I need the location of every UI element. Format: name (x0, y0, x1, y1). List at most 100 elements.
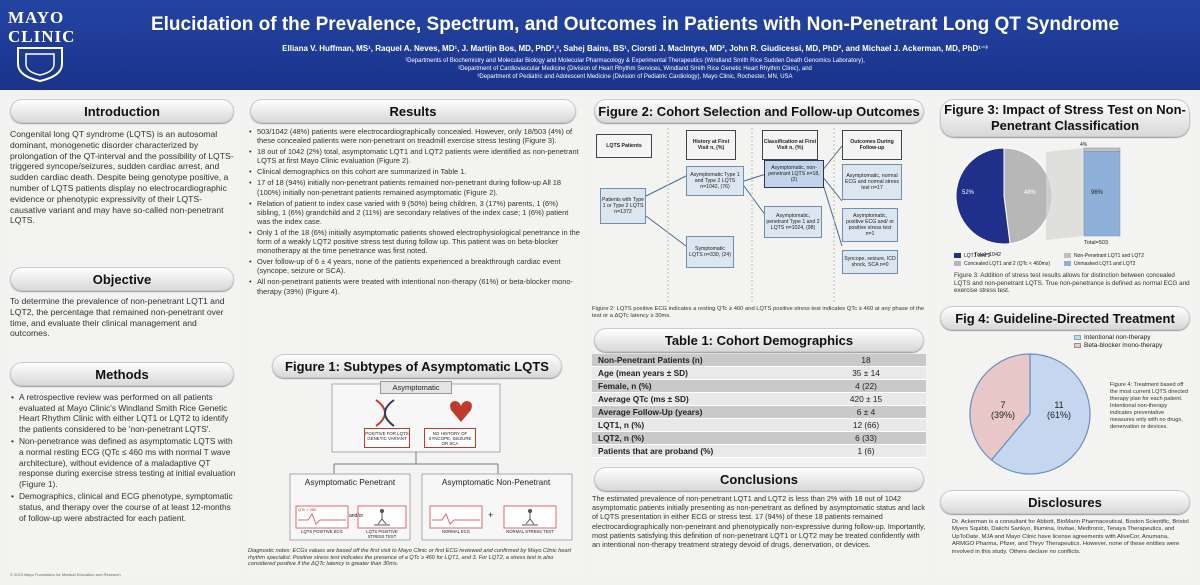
lqts-ecg-label: LQTS POSITIVE ECG (301, 529, 343, 534)
results-item: Over follow-up of 6 ± 4 years, none of t… (248, 257, 580, 275)
treadmill-icon (522, 509, 538, 526)
gene-variant-label: POSITIVE FOR LQTS GENETIC VARIANT (364, 428, 410, 448)
table-row: Patients that are proband (%) 1 (6) (592, 444, 926, 458)
table-label: Female, n (%) (592, 379, 806, 393)
fig4-slice-b: 11 (61%) (1044, 400, 1074, 420)
legend-swatch (1064, 253, 1071, 259)
normal-stress-label: NORMAL STRESS TEST (506, 529, 554, 534)
copyright: © 2023 Mayo Foundation for Medical Educa… (10, 572, 121, 577)
table-label: Average QTc (ms ± SD) (592, 392, 806, 406)
fig3-total-left: Total=1042 (974, 252, 1002, 258)
qtc-label: QTc > 460 (298, 507, 317, 512)
column-4: Figure 3: Impact of Stress Test on Non-P… (934, 96, 1196, 580)
fig1-diagram: Asymptomatic POSITIVE FOR LQTS GENETIC V… (252, 381, 578, 542)
disclosures-heading: Disclosures (940, 490, 1190, 514)
demographics-table: Non-Penetrant Patients (n) 18 Age (mean y… (592, 354, 926, 458)
fig3-pie-slice (955, 147, 1011, 245)
fig1-connectors (289, 383, 573, 541)
conclusions-heading: Conclusions (594, 467, 924, 491)
fig2-patients-box: Patients with Type 1 or Type 2 LQTS n=13… (600, 188, 646, 224)
table-row: Average QTc (ms ± SD) 420 ± 15 (592, 392, 926, 406)
fig3-total-right: Total=503 (1084, 240, 1109, 246)
intro-heading: Introduction (10, 99, 234, 123)
table-value: 1 (6) (806, 444, 926, 458)
fig3-pie-label: 52% (962, 190, 975, 196)
table-value: 6 ± 4 (806, 405, 926, 419)
affiliation-1: ¹Departments of Biochemistry and Molecul… (405, 58, 865, 64)
legend-swatch (1074, 334, 1081, 340)
fig2-outcome-2: Asymptomatic, positive ECG and/ or posit… (842, 208, 898, 242)
conclusions-body: The estimated prevalence of non-penetran… (592, 494, 926, 550)
column-2: Results 503/1042 (48%) patients were ele… (244, 96, 584, 580)
fig2-nonpen-box: Asymptomatic, non-penetrant LQTS n=18, (… (764, 160, 824, 188)
results-item: All non-penetrant patients were treated … (248, 277, 580, 295)
fig2-col-header: History at First Visit n, (%) (686, 130, 736, 160)
fig2-col-header: LQTS Patients (596, 134, 652, 158)
legend-label: Non-Penetrant LQT1 and LQT2 (1074, 253, 1145, 259)
table-value: 4 (22) (806, 379, 926, 393)
fig4-slice-a: 7 (39%) (988, 400, 1018, 420)
authors: Elliana V. Huffman, MS¹, Raquel A. Neves… (282, 44, 988, 53)
heart-icon (450, 401, 472, 422)
legend-label: Intentional non-therapy (1084, 334, 1151, 341)
fig4-slice-a-pct: (39%) (990, 410, 1015, 420)
affiliation-2: ²Department of Cardiovascular Medicine (… (458, 66, 812, 72)
treadmill-icon (374, 509, 390, 526)
and-or-label: and/or (349, 513, 364, 519)
table-row: Female, n (%) 4 (22) (592, 379, 926, 393)
methods-item: A retrospective review was performed on … (10, 392, 236, 434)
objective-body: To determine the prevalence of non-penet… (10, 296, 225, 339)
fig3-caption: Figure 3: Addition of stress test result… (954, 272, 1190, 295)
fig2-arrows (645, 128, 843, 302)
results-item: Relation of patient to index case varied… (248, 199, 580, 226)
fig2-pen-box: Asymptomatic, penetrant Type 1 and 2 LQT… (764, 206, 822, 238)
results-item: Clinical demographics on this cohort are… (248, 167, 580, 176)
table-row: Age (mean years ± SD) 35 ± 14 (592, 366, 926, 380)
fig4-slice-b-pct: (61%) (1046, 410, 1071, 420)
legend-swatch (954, 261, 961, 267)
table1-heading: Table 1: Cohort Demographics (594, 328, 924, 352)
methods-list: A retrospective review was performed on … (10, 392, 236, 525)
table-value: 420 ± 15 (806, 392, 926, 406)
mayo-clinic-logo: MAYO CLINIC (8, 8, 78, 84)
results-item: 17 of 18 (94%) initially non-penetrant p… (248, 178, 580, 196)
table-label: Average Follow-Up (years) (592, 405, 806, 419)
results-item: 503/1042 (48%) patients were electrocard… (248, 127, 580, 145)
table-value: 18 (806, 354, 926, 367)
table-row: LQT2, n (%) 6 (33) (592, 431, 926, 445)
fig1-root: Asymptomatic (380, 381, 452, 394)
fig1-heading: Figure 1: Subtypes of Asymptomatic LQTS (272, 354, 562, 378)
fig2-outcome-1: Asymptomatic, normal ECG and normal stre… (842, 164, 902, 200)
fig2-sym-box: Symptomatic LQTS n=330, (24) (686, 236, 734, 268)
no-history-label: NO HISTORY OF SYNCOPE, SEIZURE OR SCA (424, 428, 476, 448)
results-list: 503/1042 (48%) patients were electrocard… (248, 127, 580, 298)
fig2-caption: Figure 2: LQTS positive ECG indicates a … (592, 306, 925, 319)
fig4-slice-a-count: 7 (1000, 400, 1006, 410)
table-label: Non-Penetrant Patients (n) (592, 354, 806, 367)
poster-title: Elucidation of the Prevalence, Spectrum,… (150, 14, 1120, 35)
fig4-legend: Intentional non-therapy Beta-blocker mon… (1074, 334, 1162, 350)
fig2-flowchart: LQTS Patients History at First Visit n, … (588, 126, 930, 302)
mayo-shield-icon (17, 47, 63, 82)
table-row: Average Follow-Up (years) 6 ± 4 (592, 405, 926, 419)
fig3-bar-label: 96% (1091, 190, 1104, 196)
table-value: 6 (33) (806, 431, 926, 445)
fig2-heading: Figure 2: Cohort Selection and Follow-up… (594, 99, 924, 123)
column-1: Introduction Congenital long QT syndrome… (4, 96, 240, 580)
plus-label: + (488, 510, 494, 520)
fig2-asym-box: Asymptomatic Type 1 and Type 2 LQTS n=10… (686, 166, 744, 196)
fig4-pie-slice (969, 353, 1031, 461)
column-3: Figure 2: Cohort Selection and Follow-up… (588, 96, 930, 580)
fig3-heading: Figure 3: Impact of Stress Test on Non-P… (940, 99, 1190, 137)
fig1-nonpenetrant: Asymptomatic Non-Penetrant (441, 477, 551, 487)
fig3-pie-label: 48% (1024, 190, 1037, 196)
methods-heading: Methods (10, 362, 234, 386)
fig3-chart: 52% 48% 4% 96% Total=1042 Total=503 (934, 140, 1196, 266)
lqts-stress-label: LQTS POSITIVE STRESS TEST (366, 529, 398, 539)
legend-swatch (1064, 261, 1071, 267)
affiliations: ¹Departments of Biochemistry and Molecul… (80, 57, 1190, 81)
fig1-penetrant: Asymptomatic Penetrant (304, 477, 396, 487)
legend-label: Beta-blocker mono-therapy (1084, 342, 1163, 349)
table-label: LQT1, n (%) (592, 418, 806, 432)
